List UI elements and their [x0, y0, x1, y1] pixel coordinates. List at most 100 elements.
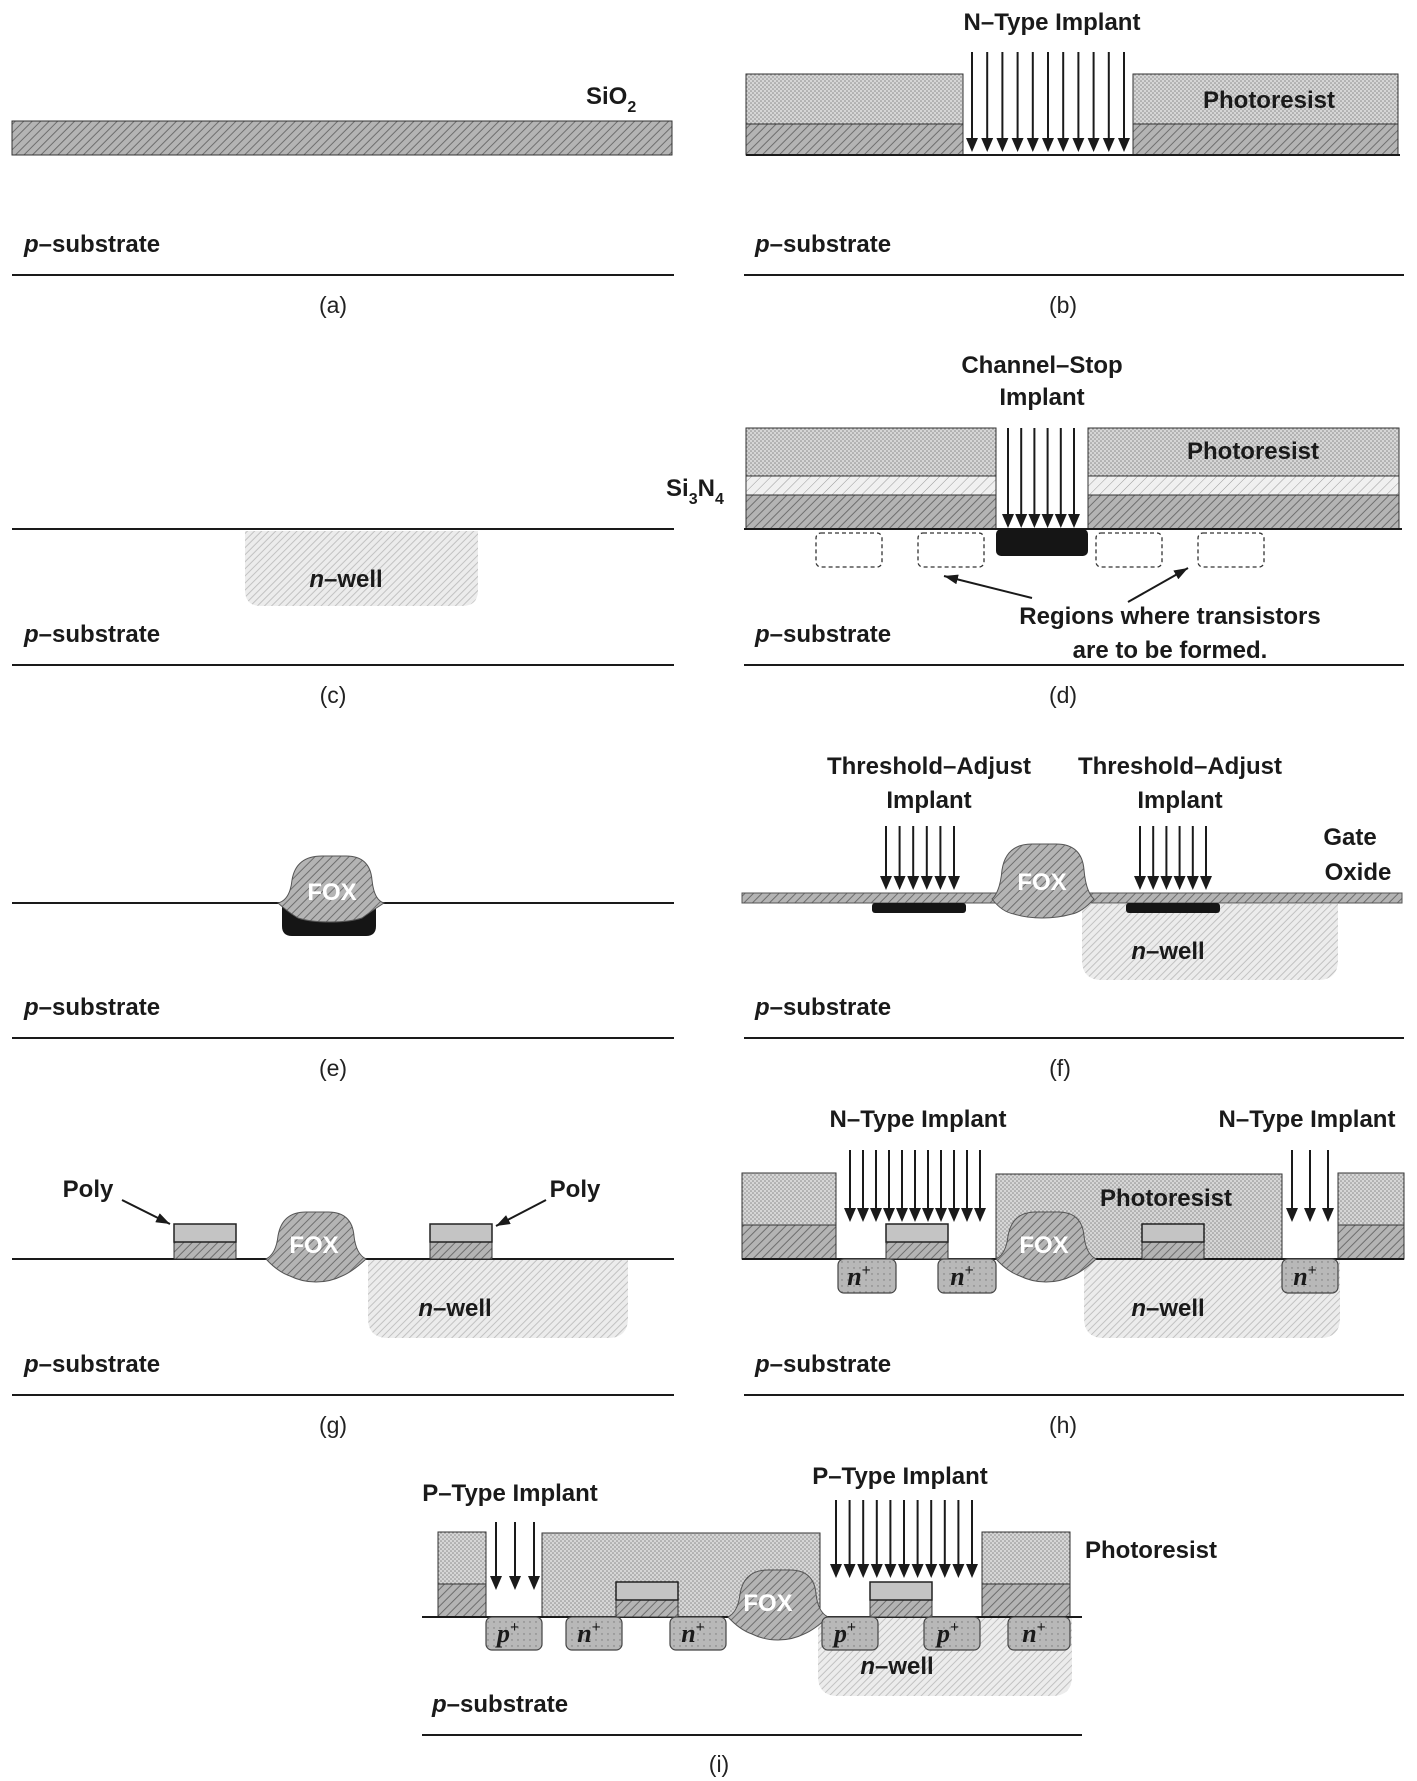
- implant-arrowhead: [1026, 138, 1039, 152]
- panel-c: n–well p–substrate (c): [12, 528, 674, 708]
- implant-arrowhead: [893, 876, 906, 890]
- p-plus-label: p+: [935, 1619, 959, 1648]
- panel-e: FOX p–substrate (e): [12, 855, 674, 1081]
- transistor-region: [1095, 532, 1163, 568]
- poly-gate: [429, 1223, 493, 1243]
- implant-arrowhead: [1286, 1208, 1298, 1222]
- implant-arrowhead: [857, 1208, 869, 1222]
- n-plus-diffusion: [565, 1616, 623, 1651]
- p-substrate-label: p–substrate: [23, 994, 160, 1021]
- n-well-label: n–well: [418, 1295, 491, 1322]
- implant-arrowhead: [1028, 514, 1041, 528]
- implant-arrowhead: [1134, 876, 1146, 890]
- implant-arrows: [880, 826, 1212, 890]
- n-plus-label: n+: [847, 1262, 871, 1291]
- si3n4-label: Si3N4: [666, 475, 724, 508]
- p-substrate-label: p–substrate: [23, 1351, 160, 1378]
- implant-arrowhead: [1041, 514, 1054, 528]
- threshold-implant-region: [1126, 903, 1220, 913]
- n-plus-diffusion: [937, 1258, 997, 1294]
- implant-arrowhead: [898, 1564, 910, 1578]
- n-well-label: n–well: [860, 1653, 933, 1680]
- implant-arrowhead: [1200, 876, 1212, 890]
- implant-arrowhead: [974, 1208, 986, 1222]
- implant-arrowhead: [938, 1564, 951, 1578]
- p-plus-diffusion: [821, 1616, 879, 1651]
- caption-h: (h): [1049, 1412, 1077, 1438]
- p-substrate-label: p–substrate: [754, 621, 891, 648]
- implant-arrowhead: [934, 876, 947, 890]
- implant-arrowhead: [880, 876, 892, 890]
- threshold-adjust-label: Threshold–Adjust: [1078, 753, 1282, 780]
- caption-f: (f): [1049, 1055, 1071, 1081]
- fox-label: FOX: [1019, 1232, 1068, 1259]
- regions-label: Regions where transistors: [1019, 603, 1320, 630]
- implant-arrowhead: [948, 876, 960, 890]
- poly-gate: [1141, 1223, 1205, 1243]
- n-plus-label: n+: [1022, 1619, 1046, 1648]
- p-substrate-label: p–substrate: [23, 231, 160, 258]
- implant-arrowhead: [907, 876, 920, 890]
- gate-oxide: [429, 1241, 493, 1260]
- channel-stop-label: Implant: [999, 384, 1084, 411]
- implant-arrowhead: [830, 1564, 842, 1578]
- channel-stop-implant: [996, 529, 1088, 556]
- implant-arrowhead: [857, 1564, 870, 1578]
- p-substrate-label: p–substrate: [431, 1691, 568, 1718]
- panel-i: FOX p+ n+ n+ p+ p+ n+ P–Type Implant P–T…: [422, 1463, 1217, 1777]
- caption-a: (a): [319, 292, 347, 318]
- p-plus-diffusion: [923, 1616, 981, 1651]
- poly-gate: [869, 1581, 933, 1601]
- implant-arrowhead: [1011, 138, 1024, 152]
- n-well-region: [1084, 1259, 1340, 1338]
- gate-oxide-label: Gate: [1323, 824, 1376, 851]
- n-well-region: [245, 531, 478, 606]
- photoresist-label: Photoresist: [1100, 1185, 1232, 1212]
- implant-arrowhead: [1102, 138, 1115, 152]
- p-substrate-label: p–substrate: [754, 231, 891, 258]
- implant-arrowhead: [844, 1208, 856, 1222]
- fox-label: FOX: [307, 879, 356, 906]
- implant-arrowhead: [952, 1564, 965, 1578]
- implant-arrows: [490, 1500, 978, 1590]
- photoresist-label: Photoresist: [1203, 87, 1335, 114]
- implant-arrowhead: [1118, 138, 1130, 152]
- implant-arrows: [844, 1150, 1334, 1222]
- poly-label: Poly: [550, 1176, 601, 1203]
- n-plus-label: n+: [681, 1619, 705, 1648]
- photoresist-left: [745, 73, 964, 125]
- implant-arrowhead: [996, 138, 1009, 152]
- p-plus-label: p+: [495, 1619, 519, 1648]
- p-substrate-label: p–substrate: [754, 994, 891, 1021]
- n-plus-label: n+: [950, 1262, 974, 1291]
- poly-gate: [615, 1581, 679, 1601]
- implant-arrowhead: [925, 1564, 938, 1578]
- n-plus-label: n+: [577, 1619, 601, 1648]
- implant-arrowhead: [911, 1564, 924, 1578]
- sio2-layer: [11, 120, 673, 156]
- implant-arrowhead: [948, 1208, 960, 1222]
- n-well-label: n–well: [309, 566, 382, 593]
- fox-region: [991, 843, 1095, 919]
- fox-label: FOX: [1017, 869, 1066, 896]
- transistor-region: [917, 532, 985, 568]
- sio2-label: SiO2: [586, 83, 636, 116]
- implant-arrowhead: [966, 1564, 978, 1578]
- implant-arrowhead: [1068, 514, 1080, 528]
- implant-arrowhead: [966, 138, 978, 152]
- implant-arrowhead: [883, 1208, 895, 1222]
- n-plus-diffusion: [669, 1616, 727, 1651]
- implant-arrowhead: [1015, 514, 1028, 528]
- p-type-implant-label: P–Type Implant: [422, 1480, 598, 1507]
- caption-d: (d): [1049, 682, 1077, 708]
- n-well-region: [1082, 904, 1338, 980]
- oxide-left: [745, 123, 964, 156]
- poly-label: Poly: [63, 1176, 114, 1203]
- implant-arrowhead: [920, 876, 933, 890]
- caption-c: (c): [320, 682, 347, 708]
- n-plus-diffusion: [837, 1258, 897, 1294]
- implant-arrowhead: [870, 1208, 882, 1222]
- implant-arrowhead: [1322, 1208, 1334, 1222]
- implant-arrowhead: [1147, 876, 1160, 890]
